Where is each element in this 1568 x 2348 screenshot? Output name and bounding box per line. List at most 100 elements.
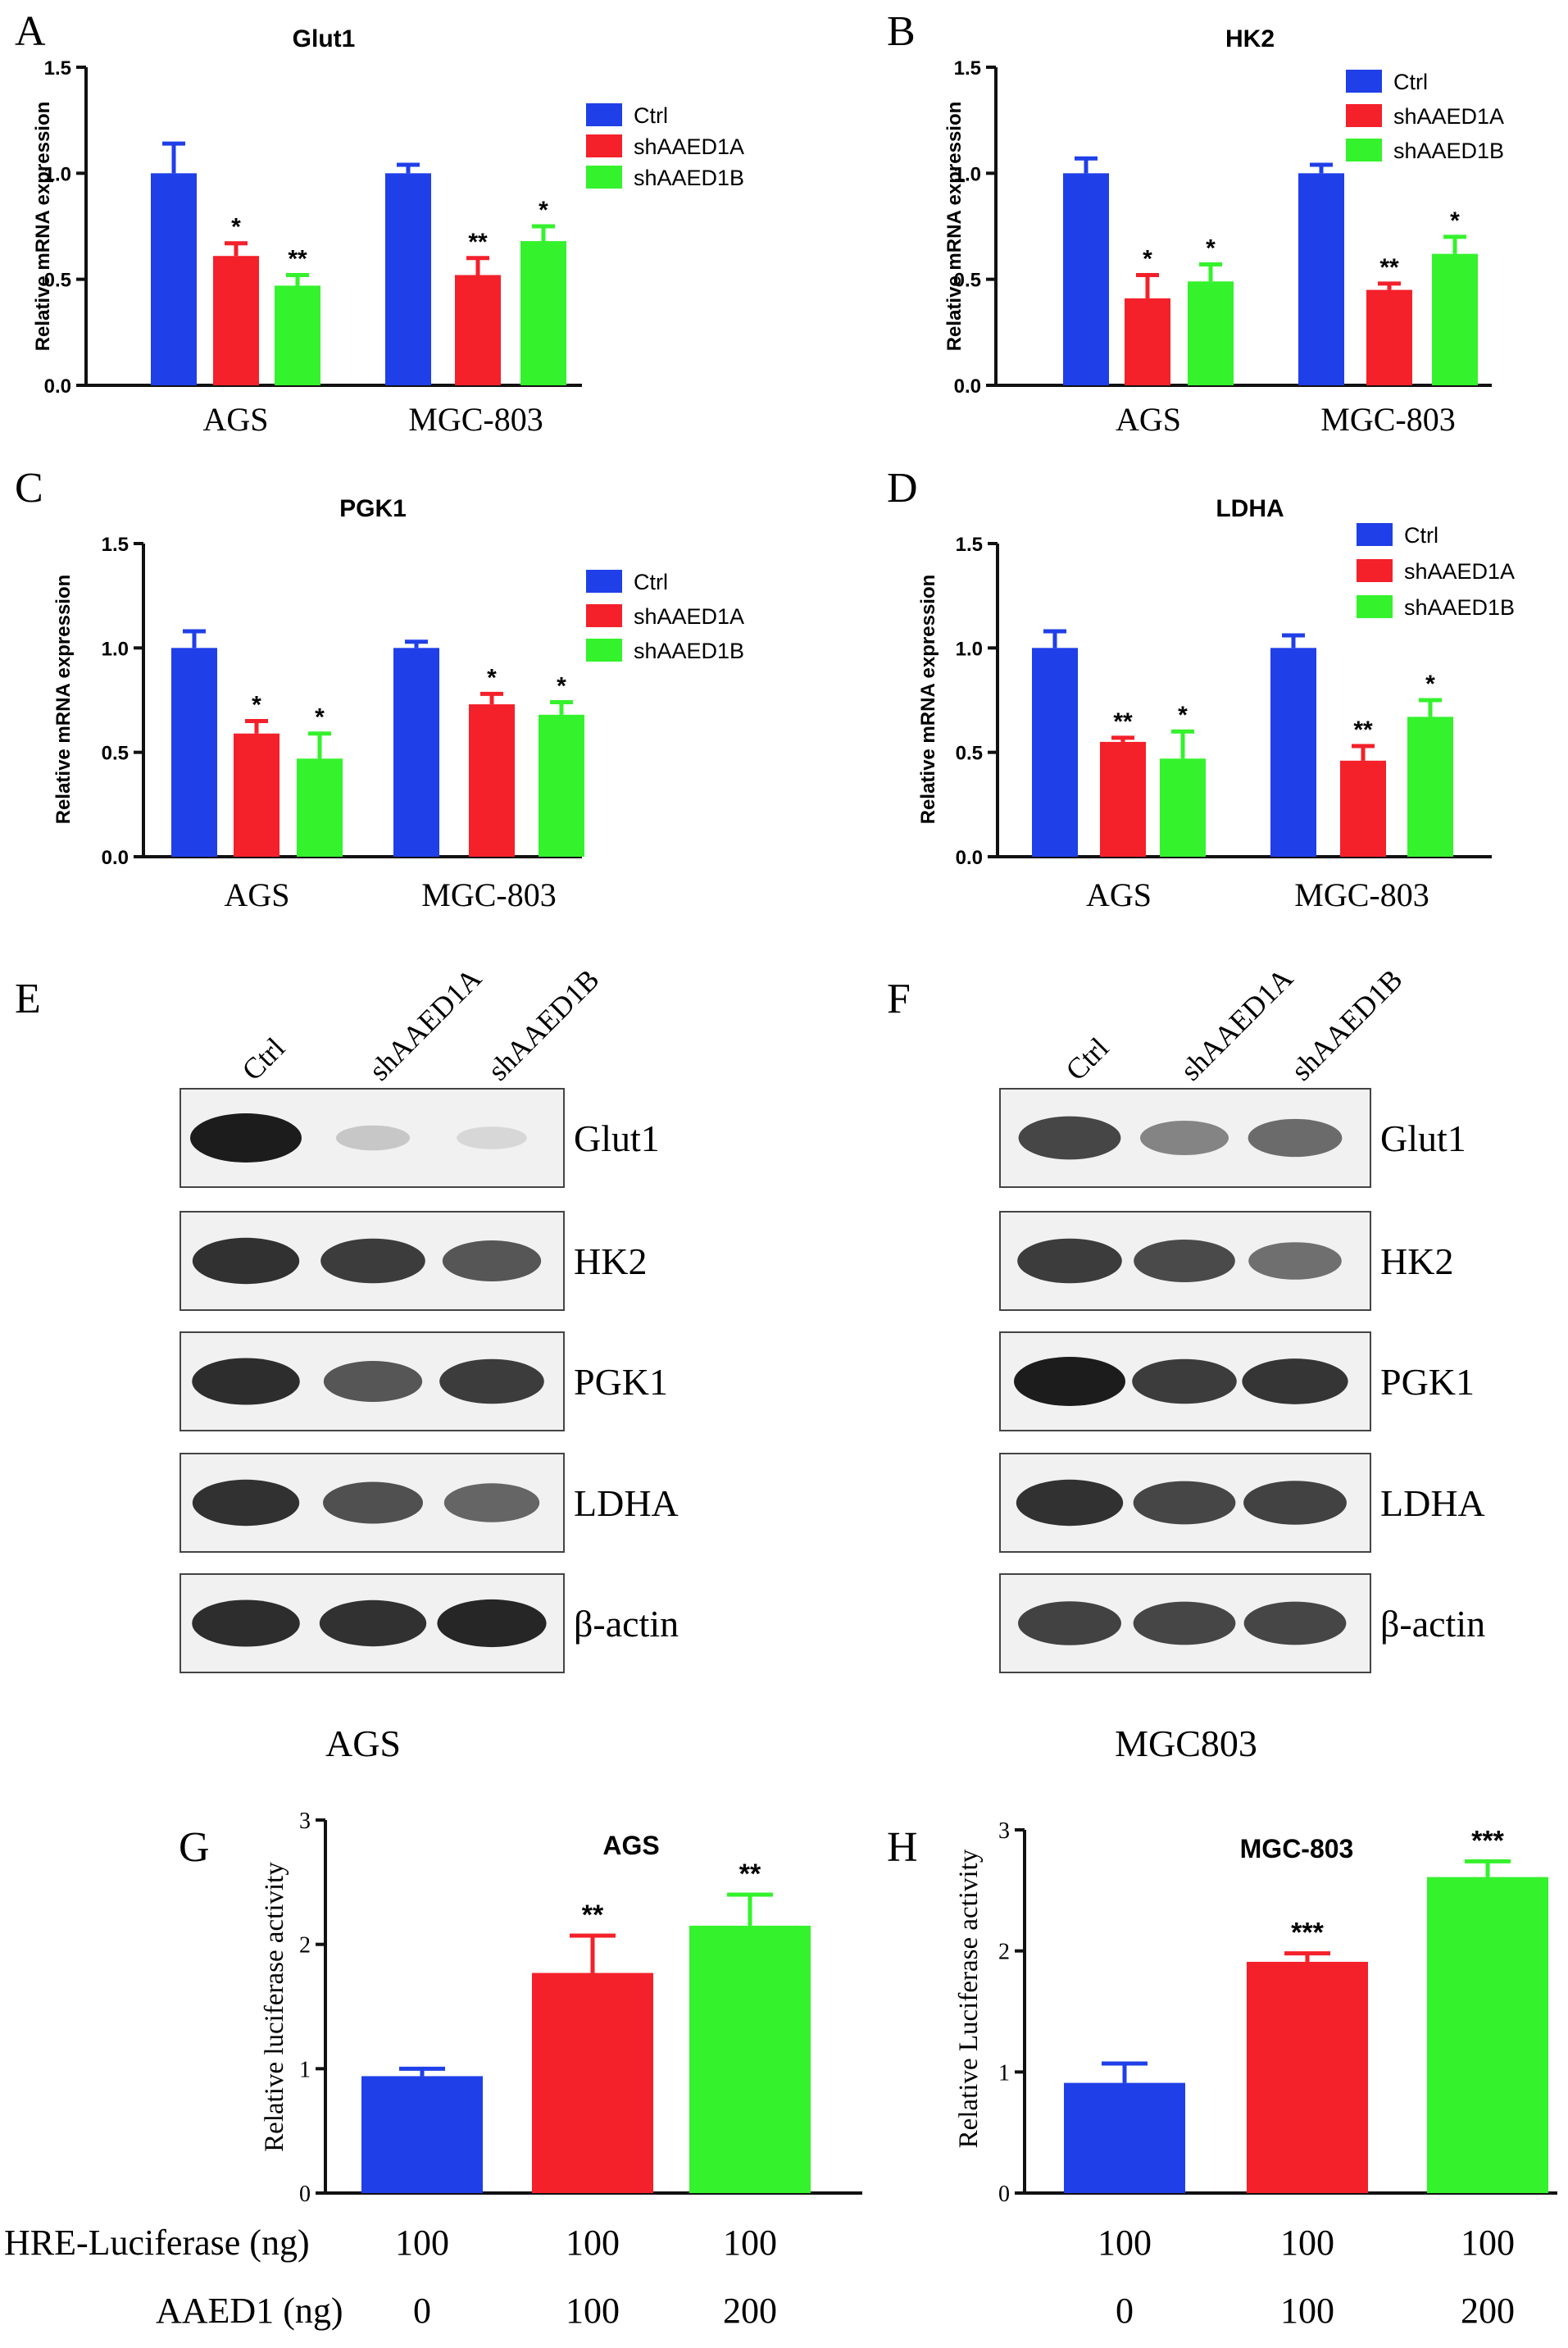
legend-label: shAAED1A xyxy=(634,604,744,629)
bar-shaaed1b xyxy=(1432,253,1478,385)
bar-shaaed1b xyxy=(520,241,566,385)
significance-label: ** xyxy=(1113,708,1133,735)
protein-band xyxy=(1133,1601,1236,1645)
chart-title: Glut1 xyxy=(293,25,356,52)
lane-label: shAAED1B xyxy=(1284,962,1408,1086)
x-category-label: MGC-803 xyxy=(408,401,543,438)
legend-label: shAAED1B xyxy=(1393,139,1504,163)
x-row-value: 100 xyxy=(1461,2223,1515,2263)
protein-band xyxy=(1242,1358,1348,1404)
y-tick-label: 0.5 xyxy=(956,743,983,765)
x-row-value: 0 xyxy=(1116,2291,1134,2331)
y-axis-label: Relative Luciferase activity xyxy=(954,1849,984,2148)
chart-title: HK2 xyxy=(1225,25,1275,52)
chart-panel-c: C PGK1 0.0 0.5 1.0 1.5 Relative mRNA expressio… xyxy=(15,465,744,913)
legend-swatch xyxy=(1357,559,1393,582)
legend-swatch xyxy=(586,166,622,189)
significance-label: * xyxy=(1143,245,1152,272)
lane-label: shAAED1A xyxy=(1174,962,1299,1087)
legend-swatch xyxy=(1346,104,1382,127)
protein-band xyxy=(1248,1242,1342,1280)
x-row-value: 100 xyxy=(566,2223,620,2263)
significance-label: ** xyxy=(1353,717,1373,744)
legend-label: shAAED1B xyxy=(634,639,744,663)
legend-label: Ctrl xyxy=(1404,523,1438,548)
bar-ctrl xyxy=(151,173,197,386)
legend-label: shAAED1B xyxy=(1404,595,1515,620)
y-tick-label: 0.5 xyxy=(44,270,71,292)
protein-band xyxy=(439,1358,544,1404)
bar-shaaed1b xyxy=(539,714,584,857)
x-row-value: 100 xyxy=(1098,2223,1152,2263)
significance-label: * xyxy=(557,673,566,700)
y-tick-label: 2 xyxy=(299,1933,311,1959)
chart-title: AGS xyxy=(602,1831,659,1860)
y-tick-label: 1.0 xyxy=(102,638,129,660)
y-tick-label: 0.0 xyxy=(956,847,983,869)
chart-panel-a: A Glut1 0.0 0.5 1.0 1.5 Relative mRNA expressi… xyxy=(15,8,744,438)
y-tick-label: 0 xyxy=(299,2182,311,2207)
protein-band xyxy=(1134,1239,1235,1283)
lane-label: shAAED1A xyxy=(362,962,488,1087)
protein-band xyxy=(1014,1357,1125,1406)
chart-panel-g: G AGS 0 1 2 3 Relative luciferase activity ** **… xyxy=(4,1809,862,2331)
protein-band xyxy=(437,1599,547,1648)
panel-letter: A xyxy=(15,8,46,55)
y-tick-label: 0.0 xyxy=(102,847,129,869)
legend-swatch xyxy=(1357,595,1393,618)
y-tick-label: 1.5 xyxy=(102,534,129,556)
protein-band xyxy=(1018,1116,1121,1160)
bar-shaaed1a xyxy=(1340,760,1386,857)
x-row-value: 100 xyxy=(395,2223,449,2263)
bar-shaaed1a xyxy=(1366,289,1412,385)
chart-panel-h: H MGC-803 0 1 2 3 Relative Luciferase activity… xyxy=(887,1818,1557,2331)
significance-label: *** xyxy=(1291,1918,1324,1949)
bar xyxy=(361,2076,483,2193)
protein-band xyxy=(1243,1601,1347,1645)
protein-band xyxy=(457,1126,527,1149)
chart-title: LDHA xyxy=(1216,495,1284,522)
bar-shaaed1b xyxy=(275,285,320,385)
x-row-value: 100 xyxy=(1280,2291,1334,2331)
significance-label: ** xyxy=(1379,254,1399,281)
protein-label: LDHA xyxy=(574,1482,679,1524)
bar-shaaed1a xyxy=(469,704,515,857)
protein-band xyxy=(192,1599,300,1647)
protein-band xyxy=(1248,1118,1343,1158)
significance-label: * xyxy=(1450,207,1460,234)
protein-band xyxy=(192,1358,300,1405)
bar-shaaed1b xyxy=(1188,281,1234,385)
significance-label: * xyxy=(252,691,261,718)
protein-band xyxy=(323,1481,423,1524)
protein-band xyxy=(192,1479,300,1527)
chart-title: PGK1 xyxy=(339,495,407,522)
y-tick-label: 1.0 xyxy=(956,638,983,660)
legend-swatch xyxy=(1346,70,1382,93)
panel-letter: D xyxy=(887,465,918,512)
x-category-label: AGS xyxy=(1116,401,1181,438)
y-tick-label: 0 xyxy=(998,2182,1010,2207)
legend-swatch xyxy=(586,604,622,627)
protein-band xyxy=(1243,1481,1347,1525)
protein-band xyxy=(319,1599,427,1647)
protein-label: PGK1 xyxy=(1380,1361,1475,1403)
bar-ctrl xyxy=(171,648,217,857)
significance-label: ** xyxy=(288,245,307,272)
significance-label: * xyxy=(1425,671,1435,698)
y-axis-label: Relative luciferase activity xyxy=(260,1862,289,2152)
x-category-label: MGC-803 xyxy=(1294,876,1429,913)
y-axis-label: Relative mRNA expression xyxy=(52,575,75,825)
x-row-value: 0 xyxy=(413,2291,431,2331)
x-category-label: AGS xyxy=(224,876,289,913)
panel-letter: F xyxy=(887,976,911,1022)
bar xyxy=(1247,1961,1368,2193)
x-row-value: 100 xyxy=(1280,2223,1334,2263)
protein-band xyxy=(1132,1358,1237,1404)
chart-panel-d: D LDHA 0.0 0.5 1.0 1.5 Relative mRNA expressio… xyxy=(887,465,1515,913)
x-row-value: 100 xyxy=(566,2291,620,2331)
bar xyxy=(689,1925,811,2193)
panel-letter: C xyxy=(15,465,43,512)
y-tick-label: 1.0 xyxy=(954,163,981,185)
bar-shaaed1b xyxy=(1160,758,1206,857)
